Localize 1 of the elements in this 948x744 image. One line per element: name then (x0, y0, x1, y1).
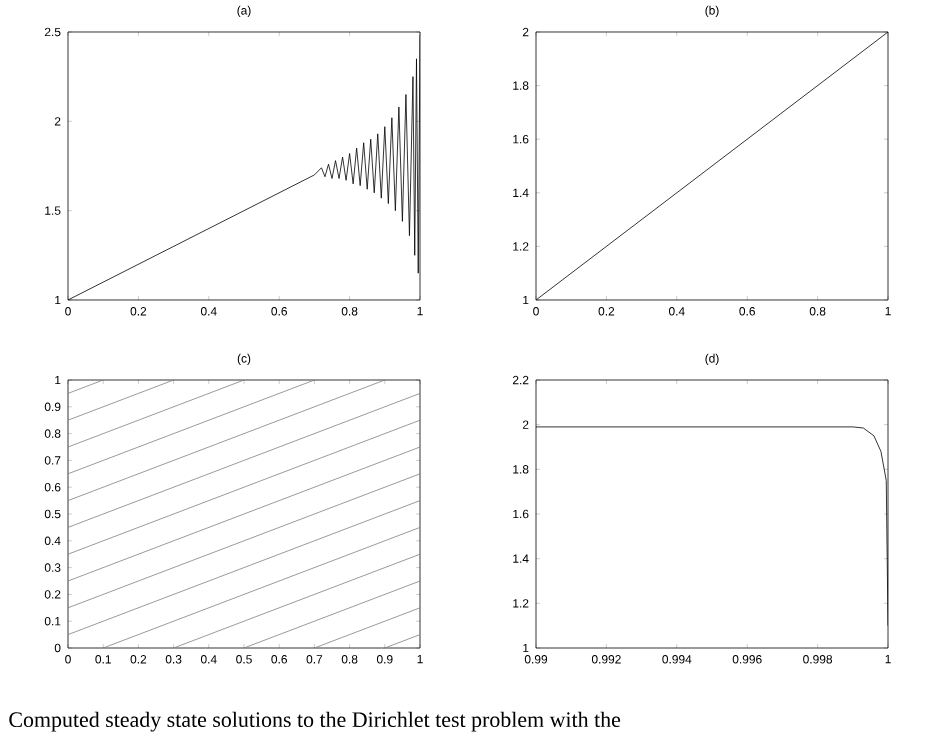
text: Computed steady state solutions to the Dirichlet test problem with the (9, 711, 621, 732)
